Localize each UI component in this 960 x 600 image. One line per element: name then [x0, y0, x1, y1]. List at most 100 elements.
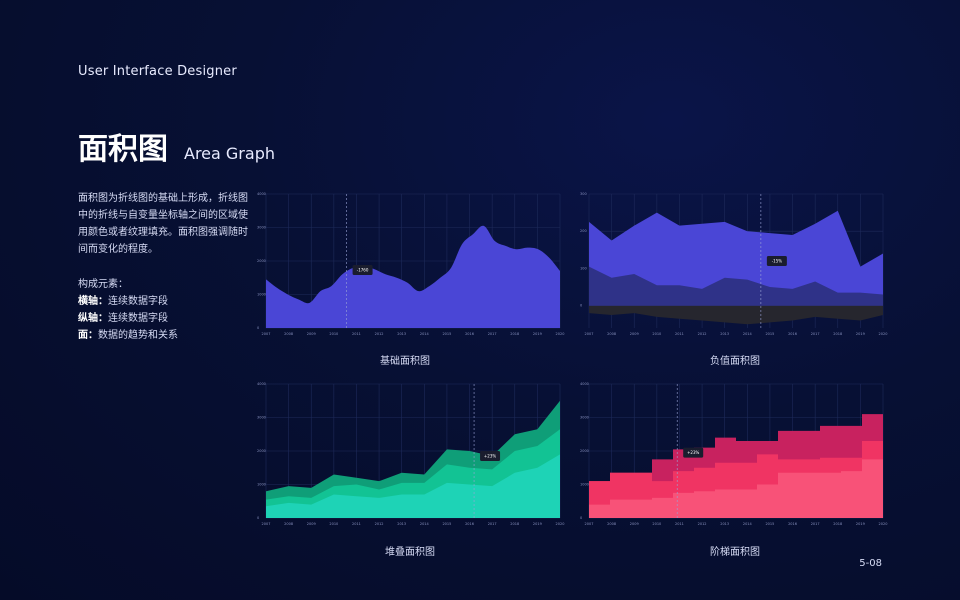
y-tick-label: 0	[580, 516, 582, 520]
y-tick-label: 2000	[580, 449, 589, 453]
x-tick-label: 2012	[375, 332, 384, 336]
x-tick-label: 2020	[879, 332, 888, 336]
x-tick-label: 2015	[442, 332, 451, 336]
y-tick-label: 2000	[257, 259, 266, 263]
x-tick-label: 2007	[585, 522, 594, 526]
x-tick-label: 2008	[284, 522, 293, 526]
x-tick-label: 2019	[533, 522, 542, 526]
stacked-area-series-base	[266, 454, 560, 518]
description: 面积图为折线图的基础上形成，折线图中的折线与自变量坐标轴之间的区域使用颜色或者纹…	[78, 193, 248, 255]
basic-area-chart-caption: 基础面积图	[380, 356, 430, 367]
x-tick-label: 2008	[607, 332, 616, 336]
x-tick-label: 2009	[307, 522, 316, 526]
x-tick-label: 2008	[607, 522, 616, 526]
page-number: 5-08	[859, 558, 882, 569]
y-tick-label: 1000	[580, 483, 589, 487]
x-tick-label: 2016	[465, 332, 474, 336]
stacked-area-chart-caption: 堆叠面积图	[385, 547, 435, 558]
x-tick-label: 2012	[698, 522, 707, 526]
y-tick-label: 3000	[580, 416, 589, 420]
x-tick-label: 2018	[510, 522, 519, 526]
annotation-label: -1760	[357, 268, 369, 273]
annotation-tooltip	[352, 265, 373, 276]
upper-area-series	[589, 210, 883, 306]
x-tick-label: 2007	[262, 332, 271, 336]
x-tick-label: 2012	[375, 522, 384, 526]
x-tick-label: 2010	[329, 332, 338, 336]
y-tick-label: 3000	[257, 226, 266, 230]
x-tick-label: 2016	[788, 332, 797, 336]
x-tick-label: 2011	[352, 332, 361, 336]
x-tick-label: 2014	[743, 332, 753, 336]
annotation-tooltip	[480, 451, 501, 462]
element-x-key: 横轴：	[78, 296, 108, 307]
y-tick-label: 200	[580, 229, 587, 233]
step-area-chart: 2007 2008 2009 2010 2011 2012 2013 2014 2015 2016…	[578, 376, 888, 538]
stacked-area-chart-svg: 2007 2008 2009 2010 2011 2012 2013 2014 2015 2016…	[257, 382, 565, 526]
x-tick-label: 2017	[488, 332, 497, 336]
element-x-value: 连续数据字段	[108, 296, 168, 307]
y-tick-label: 1000	[257, 483, 266, 487]
x-tick-label: 2020	[556, 332, 565, 336]
y-tick-label: 4000	[257, 382, 266, 386]
x-tick-label: 2017	[811, 332, 820, 336]
negative-area-chart-svg: 2007 2008 2009 2010 2011 2012 2013 2014 2015 2016…	[580, 192, 888, 336]
x-tick-label: 2012	[698, 332, 707, 336]
element-area-value: 数据的趋势和关系	[98, 330, 178, 341]
x-tick-label: 2011	[352, 522, 361, 526]
y-tick-label: 3000	[257, 416, 266, 420]
element-x-axis: 横轴：连续数据字段	[78, 293, 178, 310]
x-tick-label: 2009	[630, 522, 639, 526]
x-tick-label: 2015	[442, 522, 451, 526]
x-tick-label: 2017	[811, 522, 820, 526]
x-tick-label: 2019	[533, 332, 542, 336]
x-tick-label: 2020	[879, 522, 888, 526]
x-tick-label: 2018	[833, 332, 842, 336]
x-tick-label: 2017	[488, 522, 497, 526]
x-tick-label: 2010	[329, 522, 338, 526]
x-tick-label: 2013	[720, 522, 729, 526]
x-tick-label: 2016	[465, 522, 474, 526]
x-tick-label: 2016	[788, 522, 797, 526]
x-tick-label: 2011	[675, 522, 684, 526]
step-area-series-base	[589, 459, 883, 518]
element-y-value: 连续数据字段	[108, 313, 168, 324]
x-tick-label: 2009	[630, 332, 639, 336]
step-area-chart-caption: 阶梯面积图	[710, 547, 760, 558]
x-tick-label: 2019	[856, 522, 865, 526]
x-tick-label: 2007	[262, 522, 271, 526]
x-tick-label: 2018	[510, 332, 519, 336]
element-list: 构成元素： 横轴：连续数据字段 纵轴：连续数据字段 面：数据的趋势和关系	[78, 276, 178, 344]
page-title: 面积图 Area Graph	[78, 124, 275, 168]
y-tick-label: 100	[580, 266, 587, 270]
x-tick-label: 2014	[420, 522, 430, 526]
basic-area-chart: 2007 2008 2009 2010 2011 2012 2013 2014 2015 2016…	[255, 186, 565, 348]
negative-area-series	[589, 305, 883, 325]
x-tick-label: 2018	[833, 522, 842, 526]
element-list-label: 构成元素：	[78, 279, 128, 290]
title-chinese: 面积图	[78, 132, 168, 167]
x-tick-label: 2013	[397, 332, 406, 336]
annotation-tooltip	[683, 447, 704, 458]
area-series	[266, 225, 560, 328]
y-tick-label: 4000	[580, 382, 589, 386]
x-tick-label: 2013	[720, 332, 729, 336]
annotation-label: +23%	[484, 454, 496, 459]
element-area: 面：数据的趋势和关系	[78, 327, 178, 344]
element-y-axis: 纵轴：连续数据字段	[78, 310, 178, 327]
x-tick-label: 2015	[765, 522, 774, 526]
y-tick-label: 0	[257, 516, 259, 520]
x-tick-label: 2011	[675, 332, 684, 336]
element-area-key: 面：	[78, 330, 98, 341]
y-tick-label: 4000	[257, 192, 266, 196]
x-tick-label: 2013	[397, 522, 406, 526]
title-english: Area Graph	[184, 144, 275, 163]
annotation-tooltip	[766, 256, 787, 266]
stacked-area-chart: 2007 2008 2009 2010 2011 2012 2013 2014 2015 2016…	[255, 376, 565, 538]
annotation-label: -15%	[772, 259, 783, 264]
x-tick-label: 2020	[556, 522, 565, 526]
x-tick-label: 2007	[585, 332, 594, 336]
basic-area-chart-svg: 2007 2008 2009 2010 2011 2012 2013 2014 2015 2016…	[257, 192, 565, 336]
y-tick-label: 1000	[257, 293, 266, 297]
x-tick-label: 2008	[284, 332, 293, 336]
